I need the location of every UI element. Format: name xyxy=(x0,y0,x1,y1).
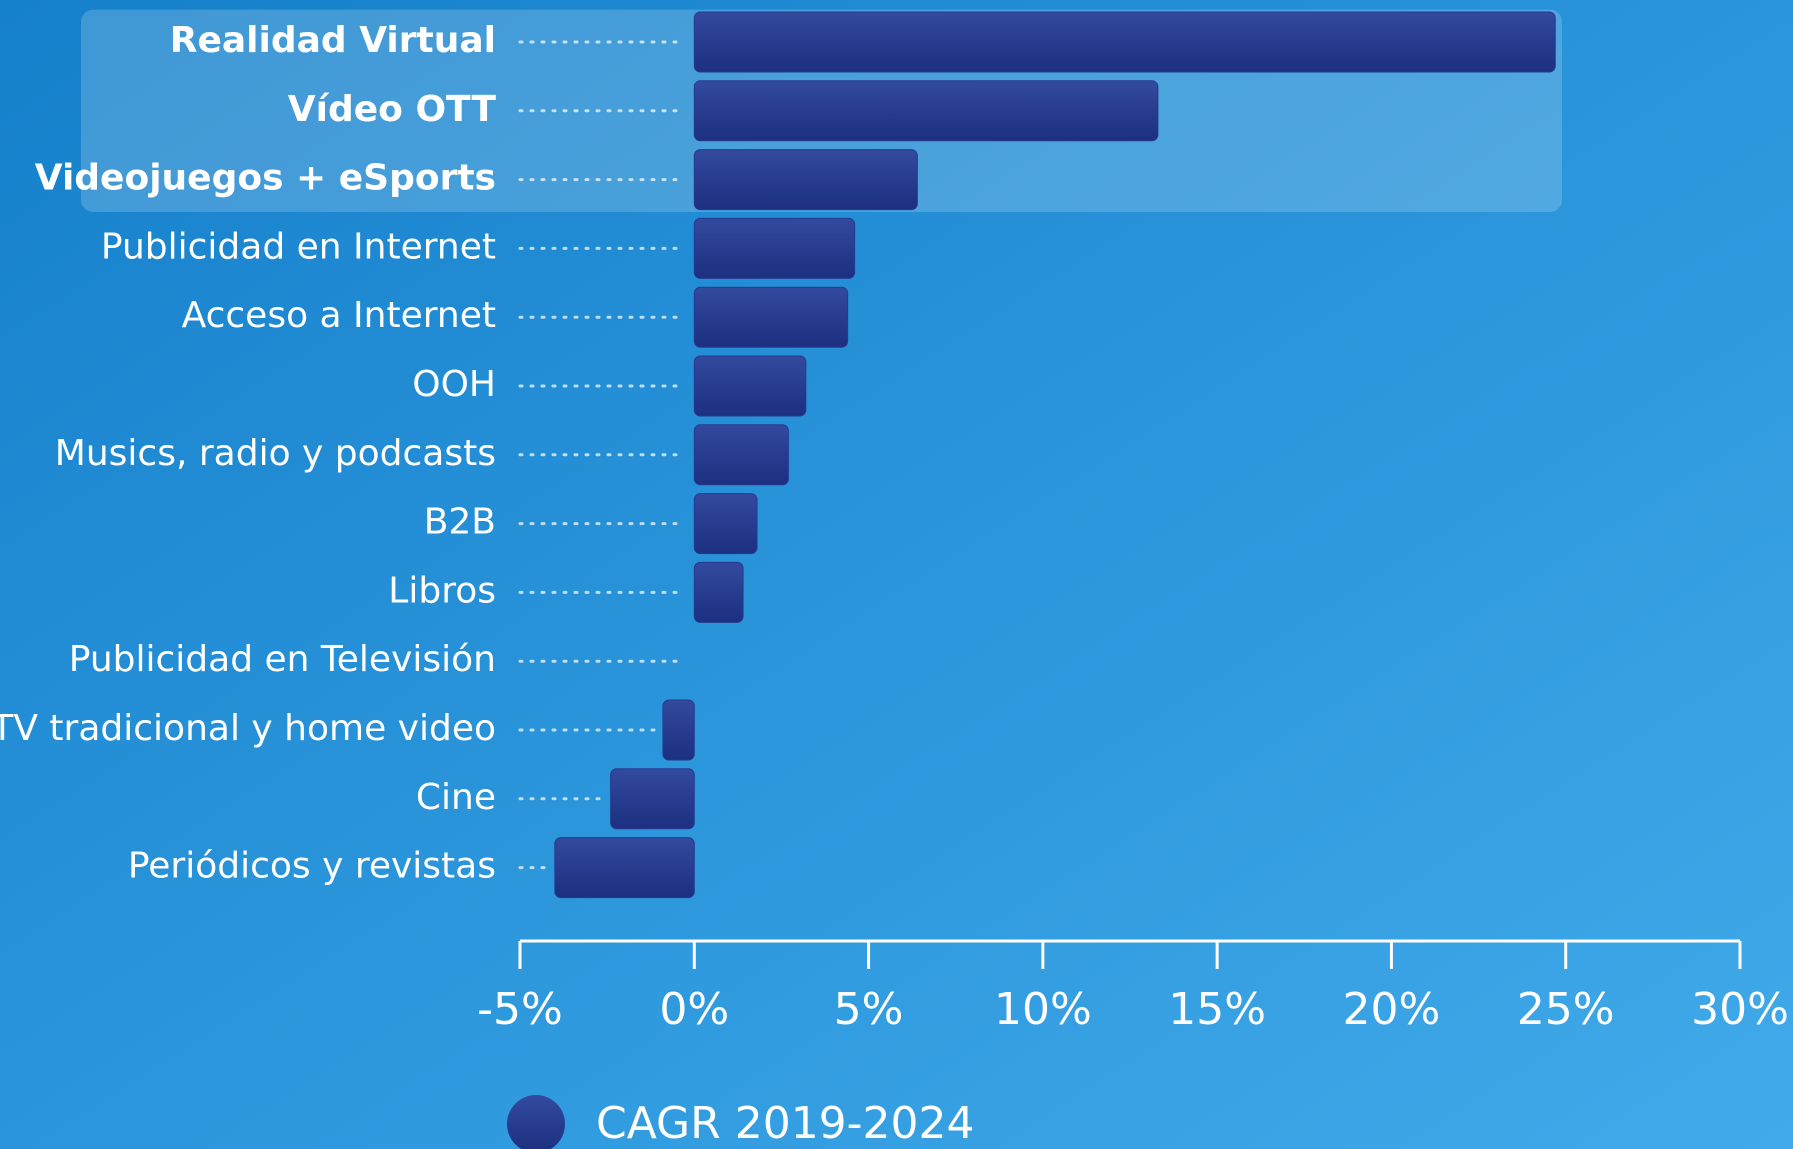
legend-label: CAGR 2019-2024 xyxy=(596,1098,975,1149)
bar xyxy=(693,493,758,555)
category-label: Musics, radio y podcasts xyxy=(55,433,496,474)
bar xyxy=(693,424,789,486)
category-label: Videojuegos + eSports xyxy=(35,158,496,199)
category-label: B2B xyxy=(424,502,496,543)
bar xyxy=(693,286,849,348)
category-label: Cine xyxy=(416,777,496,818)
bar xyxy=(662,699,695,761)
legend-swatch xyxy=(507,1095,565,1149)
category-label: Publicidad en Televisión xyxy=(69,639,496,680)
bar xyxy=(554,837,695,899)
x-tick-label: 20% xyxy=(1343,984,1441,1035)
category-label: Libros xyxy=(388,570,496,611)
bar xyxy=(693,561,744,623)
category-label: Periódicos y revistas xyxy=(128,846,496,887)
x-tick-label: 15% xyxy=(1168,984,1266,1035)
category-label: OOH xyxy=(412,364,496,405)
x-tick-label: 5% xyxy=(834,984,904,1035)
x-tick-label: -5% xyxy=(477,984,563,1035)
category-label: Vídeo OTT xyxy=(288,89,497,130)
category-label: Publicidad en Internet xyxy=(101,226,496,267)
bar xyxy=(693,80,1159,142)
x-tick-label: 30% xyxy=(1691,984,1789,1035)
category-label: Acceso a Internet xyxy=(182,295,496,336)
bar xyxy=(693,355,807,417)
bar xyxy=(693,11,1556,73)
category-label: TV tradicional y home video xyxy=(0,708,496,749)
x-tick-label: 25% xyxy=(1517,984,1615,1035)
bar xyxy=(693,149,918,211)
x-tick-label: 10% xyxy=(994,984,1092,1035)
bar xyxy=(610,768,695,830)
category-label: Realidad Virtual xyxy=(170,20,496,61)
bar xyxy=(693,217,856,279)
x-tick-label: 0% xyxy=(659,984,729,1035)
